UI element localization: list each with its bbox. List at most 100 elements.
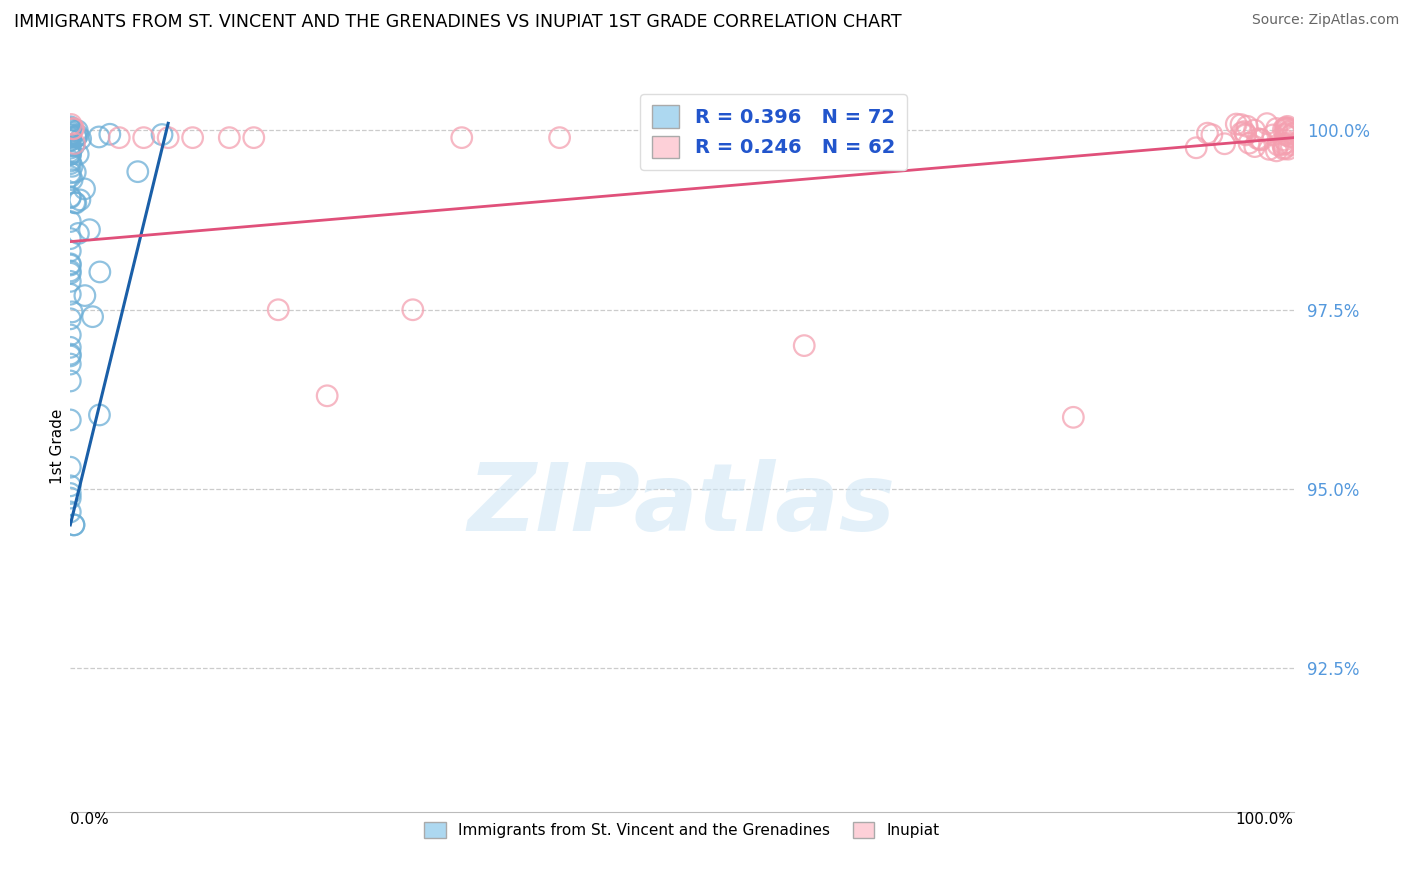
Point — [59, 274, 82, 288]
Point — [59, 347, 82, 361]
Point — [79, 223, 101, 237]
Point — [1230, 118, 1253, 132]
Point — [1272, 141, 1295, 155]
Point — [1275, 128, 1298, 143]
Point — [59, 128, 82, 142]
Point — [69, 132, 91, 146]
Point — [59, 340, 82, 354]
Point — [69, 193, 91, 207]
Point — [157, 130, 180, 145]
Legend: Immigrants from St. Vincent and the Grenadines, Inupiat: Immigrants from St. Vincent and the Gren… — [418, 816, 946, 845]
Point — [1236, 120, 1258, 134]
Point — [60, 118, 83, 132]
Point — [59, 287, 82, 301]
Point — [1277, 142, 1299, 156]
Point — [1267, 137, 1289, 152]
Point — [65, 165, 87, 179]
Point — [1271, 137, 1294, 152]
Point — [1247, 132, 1270, 146]
Point — [59, 123, 82, 137]
Point — [63, 517, 86, 532]
Text: Source: ZipAtlas.com: Source: ZipAtlas.com — [1251, 13, 1399, 28]
Point — [59, 121, 82, 136]
Point — [1201, 128, 1223, 142]
Point — [59, 311, 82, 326]
Point — [1185, 141, 1208, 155]
Point — [59, 166, 82, 180]
Point — [1265, 144, 1288, 158]
Point — [59, 141, 82, 155]
Point — [1243, 139, 1265, 153]
Point — [1213, 136, 1236, 151]
Point — [65, 129, 87, 144]
Point — [1272, 122, 1295, 136]
Point — [1256, 117, 1278, 131]
Point — [59, 266, 82, 280]
Point — [1272, 142, 1295, 156]
Point — [127, 164, 149, 178]
Point — [59, 190, 82, 204]
Point — [59, 157, 82, 171]
Point — [1062, 410, 1084, 425]
Point — [1234, 127, 1257, 141]
Point — [150, 128, 173, 142]
Point — [59, 349, 82, 363]
Point — [1277, 125, 1299, 139]
Point — [59, 374, 82, 388]
Point — [87, 130, 110, 145]
Point — [63, 195, 86, 210]
Text: 100.0%: 100.0% — [1236, 812, 1294, 827]
Point — [59, 121, 82, 136]
Point — [402, 302, 425, 317]
Point — [1274, 127, 1296, 141]
Point — [59, 327, 82, 342]
Point — [62, 121, 84, 136]
Point — [243, 130, 266, 145]
Point — [450, 130, 472, 145]
Point — [59, 133, 82, 147]
Point — [1279, 123, 1302, 137]
Point — [59, 120, 82, 134]
Point — [1274, 133, 1296, 147]
Point — [63, 517, 86, 532]
Point — [59, 214, 82, 228]
Point — [59, 505, 82, 519]
Point — [1275, 136, 1298, 150]
Point — [60, 159, 83, 173]
Point — [73, 182, 96, 196]
Point — [98, 128, 121, 142]
Point — [218, 130, 240, 145]
Point — [59, 133, 82, 147]
Point — [316, 389, 339, 403]
Point — [66, 128, 89, 142]
Point — [59, 491, 82, 505]
Point — [132, 130, 155, 145]
Point — [59, 147, 82, 161]
Text: ZIPatlas: ZIPatlas — [468, 458, 896, 550]
Point — [1225, 117, 1247, 131]
Point — [59, 264, 82, 278]
Point — [59, 460, 82, 475]
Point — [59, 128, 82, 142]
Point — [66, 123, 89, 137]
Point — [1278, 129, 1301, 144]
Point — [59, 413, 82, 427]
Point — [1275, 120, 1298, 135]
Point — [59, 138, 82, 153]
Point — [59, 147, 82, 161]
Point — [59, 486, 82, 500]
Point — [59, 154, 82, 169]
Point — [267, 302, 290, 317]
Point — [1230, 126, 1253, 140]
Point — [1234, 128, 1257, 142]
Point — [89, 408, 111, 422]
Point — [1275, 121, 1298, 136]
Point — [59, 126, 82, 140]
Point — [1274, 121, 1296, 136]
Point — [1197, 126, 1219, 140]
Point — [59, 357, 82, 371]
Point — [181, 130, 204, 145]
Point — [60, 172, 83, 186]
Point — [59, 479, 82, 493]
Point — [89, 265, 111, 279]
